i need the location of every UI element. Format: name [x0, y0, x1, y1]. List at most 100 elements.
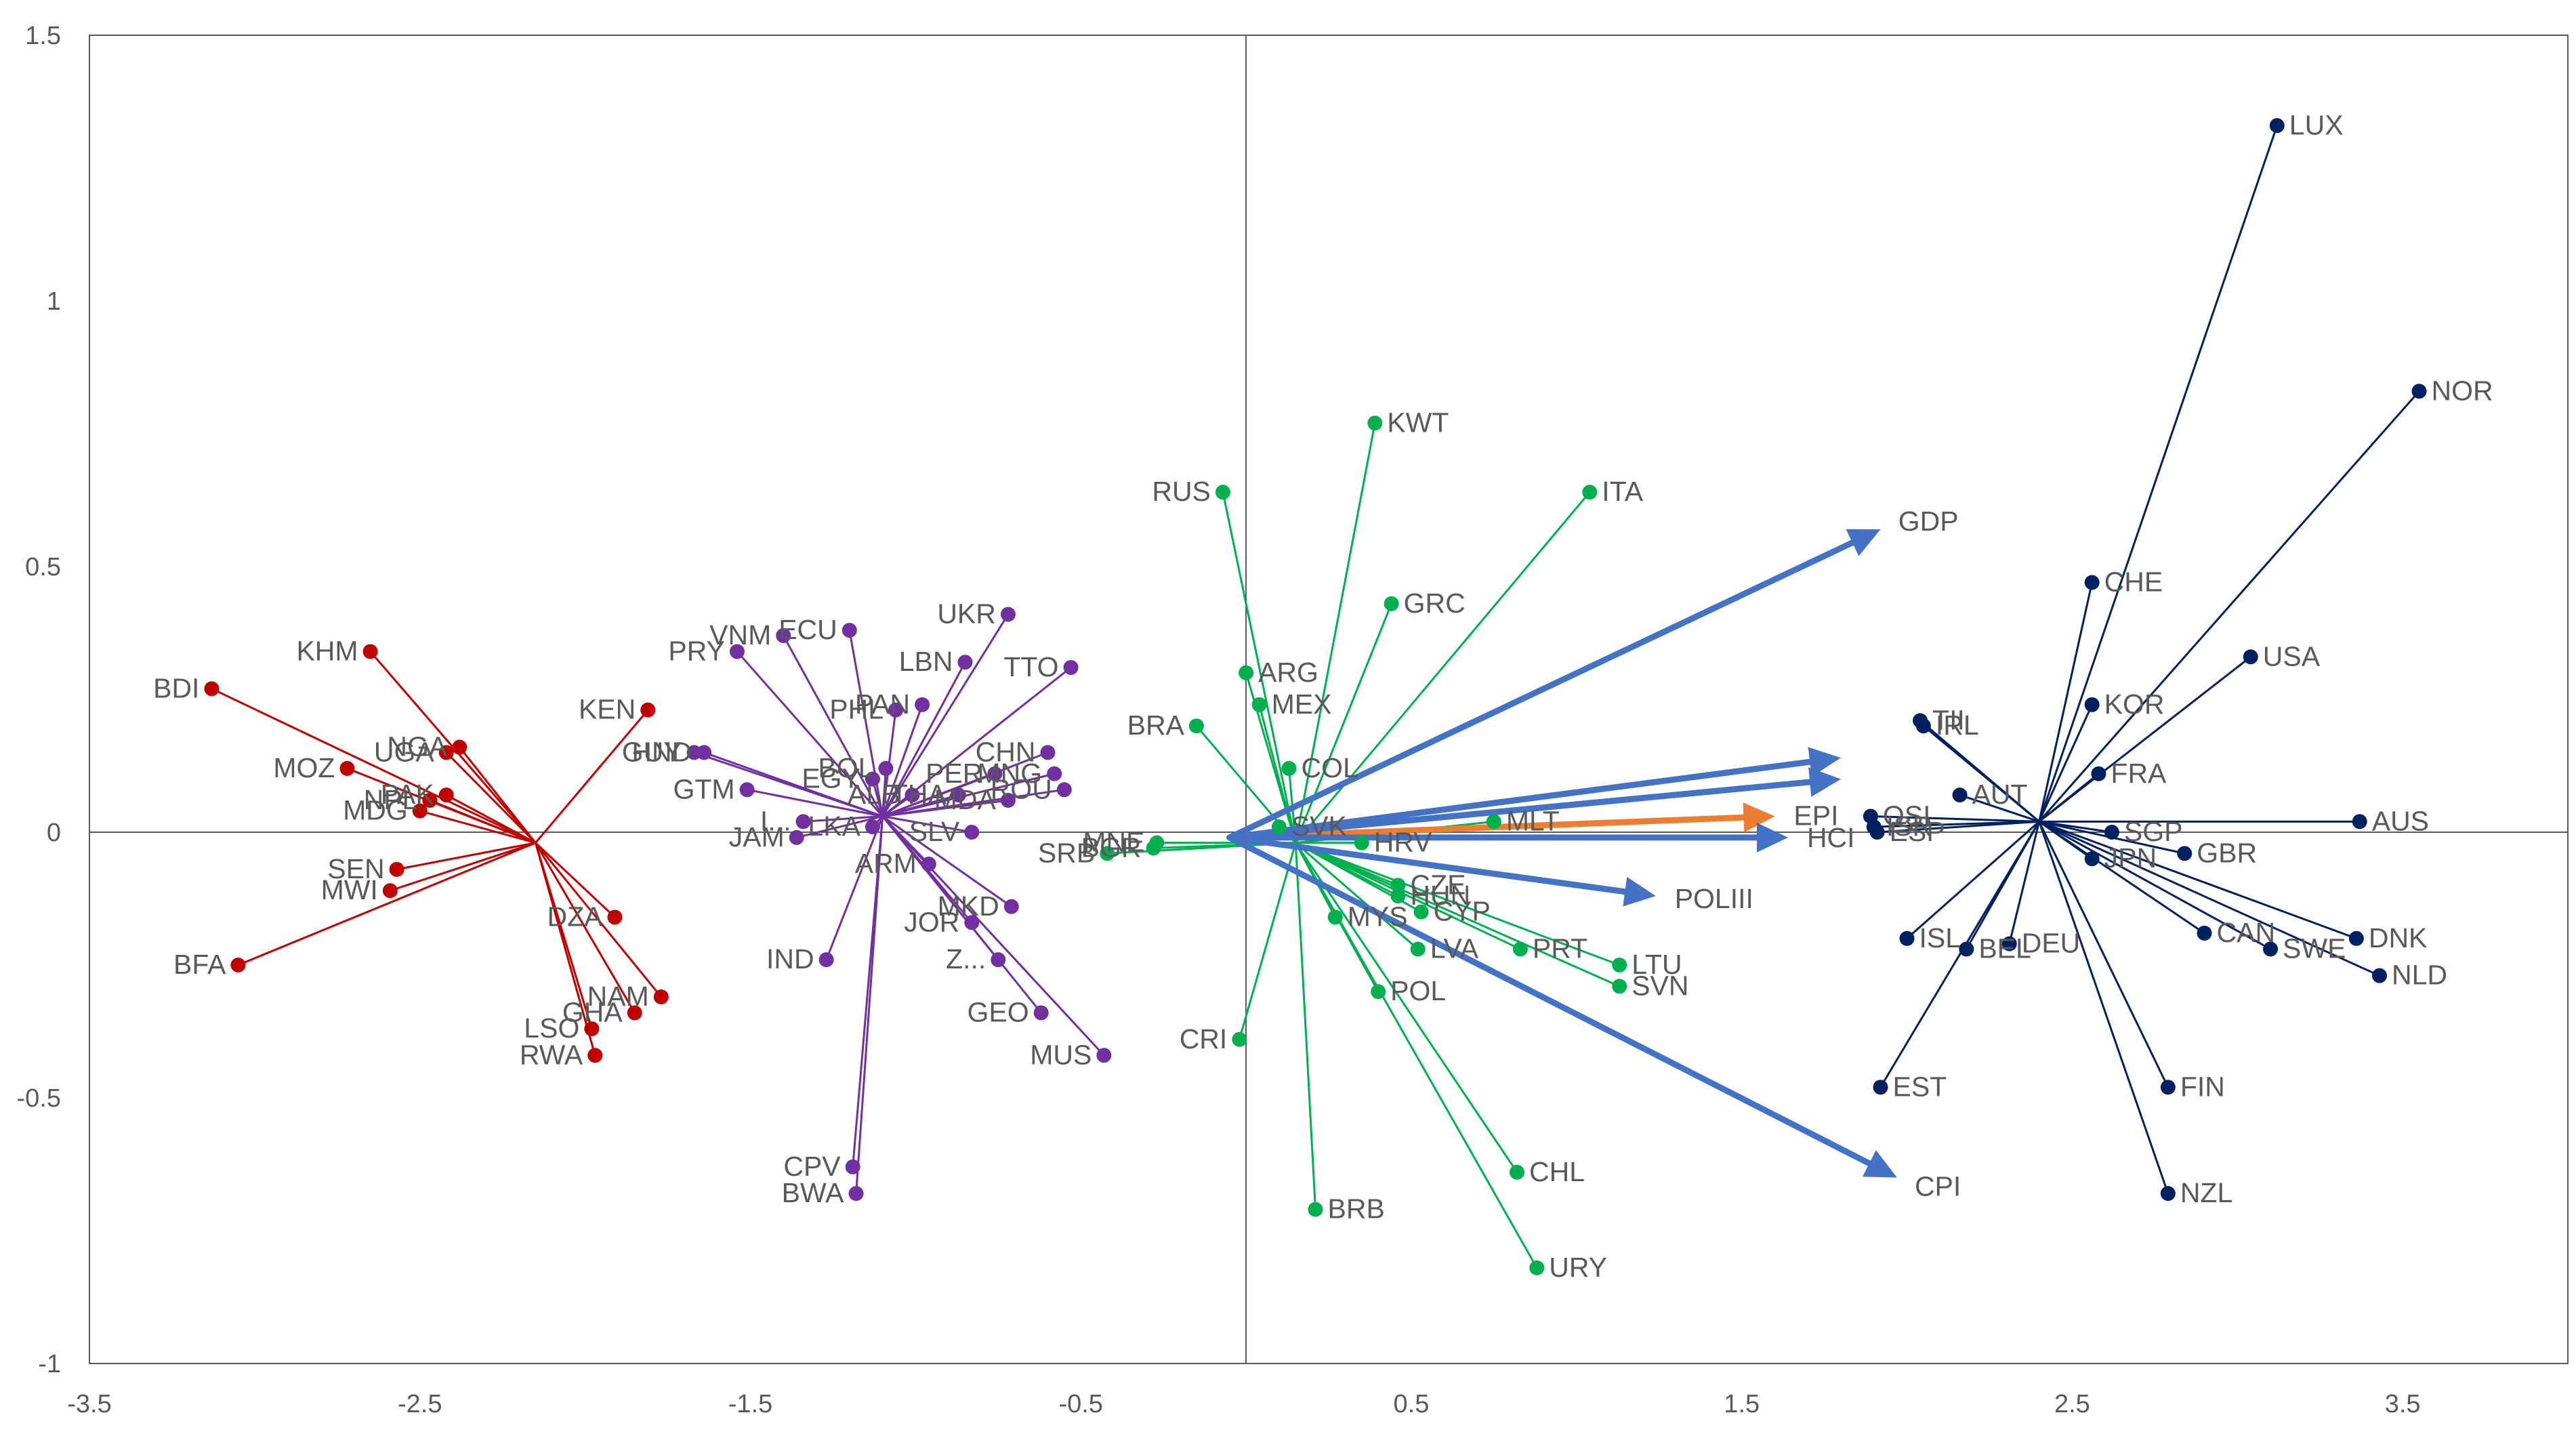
vector-arrowhead — [1623, 877, 1656, 907]
cluster-line — [796, 815, 883, 839]
point-label: MWI — [321, 874, 378, 905]
point-label: MEX — [1272, 689, 1332, 720]
point-label: FIN — [2180, 1071, 2225, 1102]
data-point — [1327, 909, 1343, 925]
cluster-line — [534, 842, 596, 1056]
data-point — [1188, 718, 1204, 734]
point-label: ECU — [778, 614, 837, 645]
data-point — [389, 861, 404, 877]
variable-vectors — [1226, 529, 1897, 1178]
point-label: KWT — [1387, 407, 1449, 438]
data-point — [1232, 1031, 1247, 1047]
data-point — [640, 702, 656, 718]
point-label: MDG — [343, 795, 408, 826]
cluster-line — [882, 815, 972, 834]
data-point — [964, 825, 980, 840]
cluster-line — [445, 752, 537, 844]
data-point — [1367, 415, 1383, 431]
x-tick-label: -1.5 — [728, 1390, 772, 1418]
vector-arrowhead — [1743, 802, 1775, 833]
point-label: SEN — [327, 853, 384, 884]
cluster-line — [446, 794, 537, 844]
point-label: POL — [1390, 975, 1446, 1006]
cluster-line — [535, 842, 616, 918]
data-point — [1384, 596, 1399, 611]
point-label: PHL — [829, 694, 884, 725]
data-point — [362, 644, 378, 659]
cluster-connector-lines — [211, 125, 2420, 1269]
data-point — [584, 1021, 600, 1037]
point-label: AUS — [2372, 805, 2429, 836]
data-point — [2352, 814, 2367, 829]
data-point — [845, 1159, 860, 1174]
data-point — [2269, 118, 2285, 134]
cluster-line — [211, 687, 537, 844]
point-label: EST — [1893, 1071, 1947, 1102]
point-label: ESP — [1890, 816, 1945, 847]
data-point — [921, 857, 936, 872]
data-point — [2084, 697, 2100, 712]
data-point — [951, 787, 966, 803]
cluster-line — [1295, 842, 1620, 966]
data-point — [1612, 979, 1627, 994]
point-label: IRL — [1936, 710, 1979, 741]
point-label: NGA — [387, 731, 448, 762]
cluster-line — [2038, 704, 2094, 822]
data-point — [789, 829, 804, 845]
point-label: KHM — [296, 635, 358, 666]
data-point — [1371, 984, 1386, 1000]
point-label: HND — [631, 736, 692, 767]
point-label: MUS — [1030, 1039, 1092, 1070]
data-point — [1271, 819, 1287, 835]
data-point — [865, 771, 880, 787]
cluster-line — [2038, 582, 2094, 822]
point-label: KEN — [579, 694, 636, 725]
cluster-line — [429, 799, 536, 844]
point-label: NZL — [2180, 1177, 2232, 1208]
cluster-line — [882, 752, 1048, 817]
y-tick-label: 1.5 — [25, 22, 61, 50]
data-point — [1281, 760, 1297, 776]
data-point — [697, 745, 712, 760]
point-label: BDI — [153, 672, 199, 703]
point-label: BOL — [818, 752, 873, 783]
point-label: BRA — [1127, 710, 1185, 741]
point-label: EGY — [802, 763, 860, 794]
data-point — [2177, 846, 2193, 861]
point-label: DNK — [2369, 922, 2428, 953]
cluster-line — [881, 768, 887, 817]
cluster-line — [1959, 794, 2040, 823]
point-label: LTU — [1632, 949, 1682, 980]
point-label: ISR — [1886, 811, 1932, 842]
data-point — [1056, 782, 1072, 798]
data-point — [2091, 766, 2106, 781]
x-axis-ticks: -3.5 -2.5 -1.5 -0.5 0.5 1.5 2.5 3.5 — [67, 1390, 2420, 1418]
point-label: ARG — [1258, 657, 1318, 688]
data-point — [957, 655, 973, 670]
data-point — [818, 952, 834, 968]
cluster-line — [881, 661, 966, 817]
y-tick-label: -0.5 — [17, 1084, 61, 1113]
cluster-line — [2039, 820, 2380, 977]
point-label: RUS — [1152, 476, 1211, 507]
data-point — [1308, 1202, 1323, 1217]
data-point — [1959, 941, 1974, 957]
data-point — [2001, 936, 2017, 951]
data-point — [1003, 899, 1019, 914]
data-point — [1251, 697, 1267, 712]
data-point — [1952, 787, 1968, 803]
data-point — [2411, 384, 2427, 399]
data-point — [1486, 814, 1501, 829]
cluster-line — [1906, 821, 2040, 939]
point-label: OSI — [1883, 800, 1931, 831]
vector-label: CPI — [1915, 1170, 1961, 1202]
cluster-line — [1294, 842, 1518, 1173]
vector-label: HCI — [1807, 822, 1855, 853]
point-label: FRA — [2111, 758, 2167, 789]
point-label: USA — [2263, 640, 2321, 672]
data-point — [230, 958, 246, 972]
data-point — [2104, 825, 2119, 840]
point-label: IND — [766, 943, 814, 975]
point-label: BEL — [1978, 932, 2031, 964]
